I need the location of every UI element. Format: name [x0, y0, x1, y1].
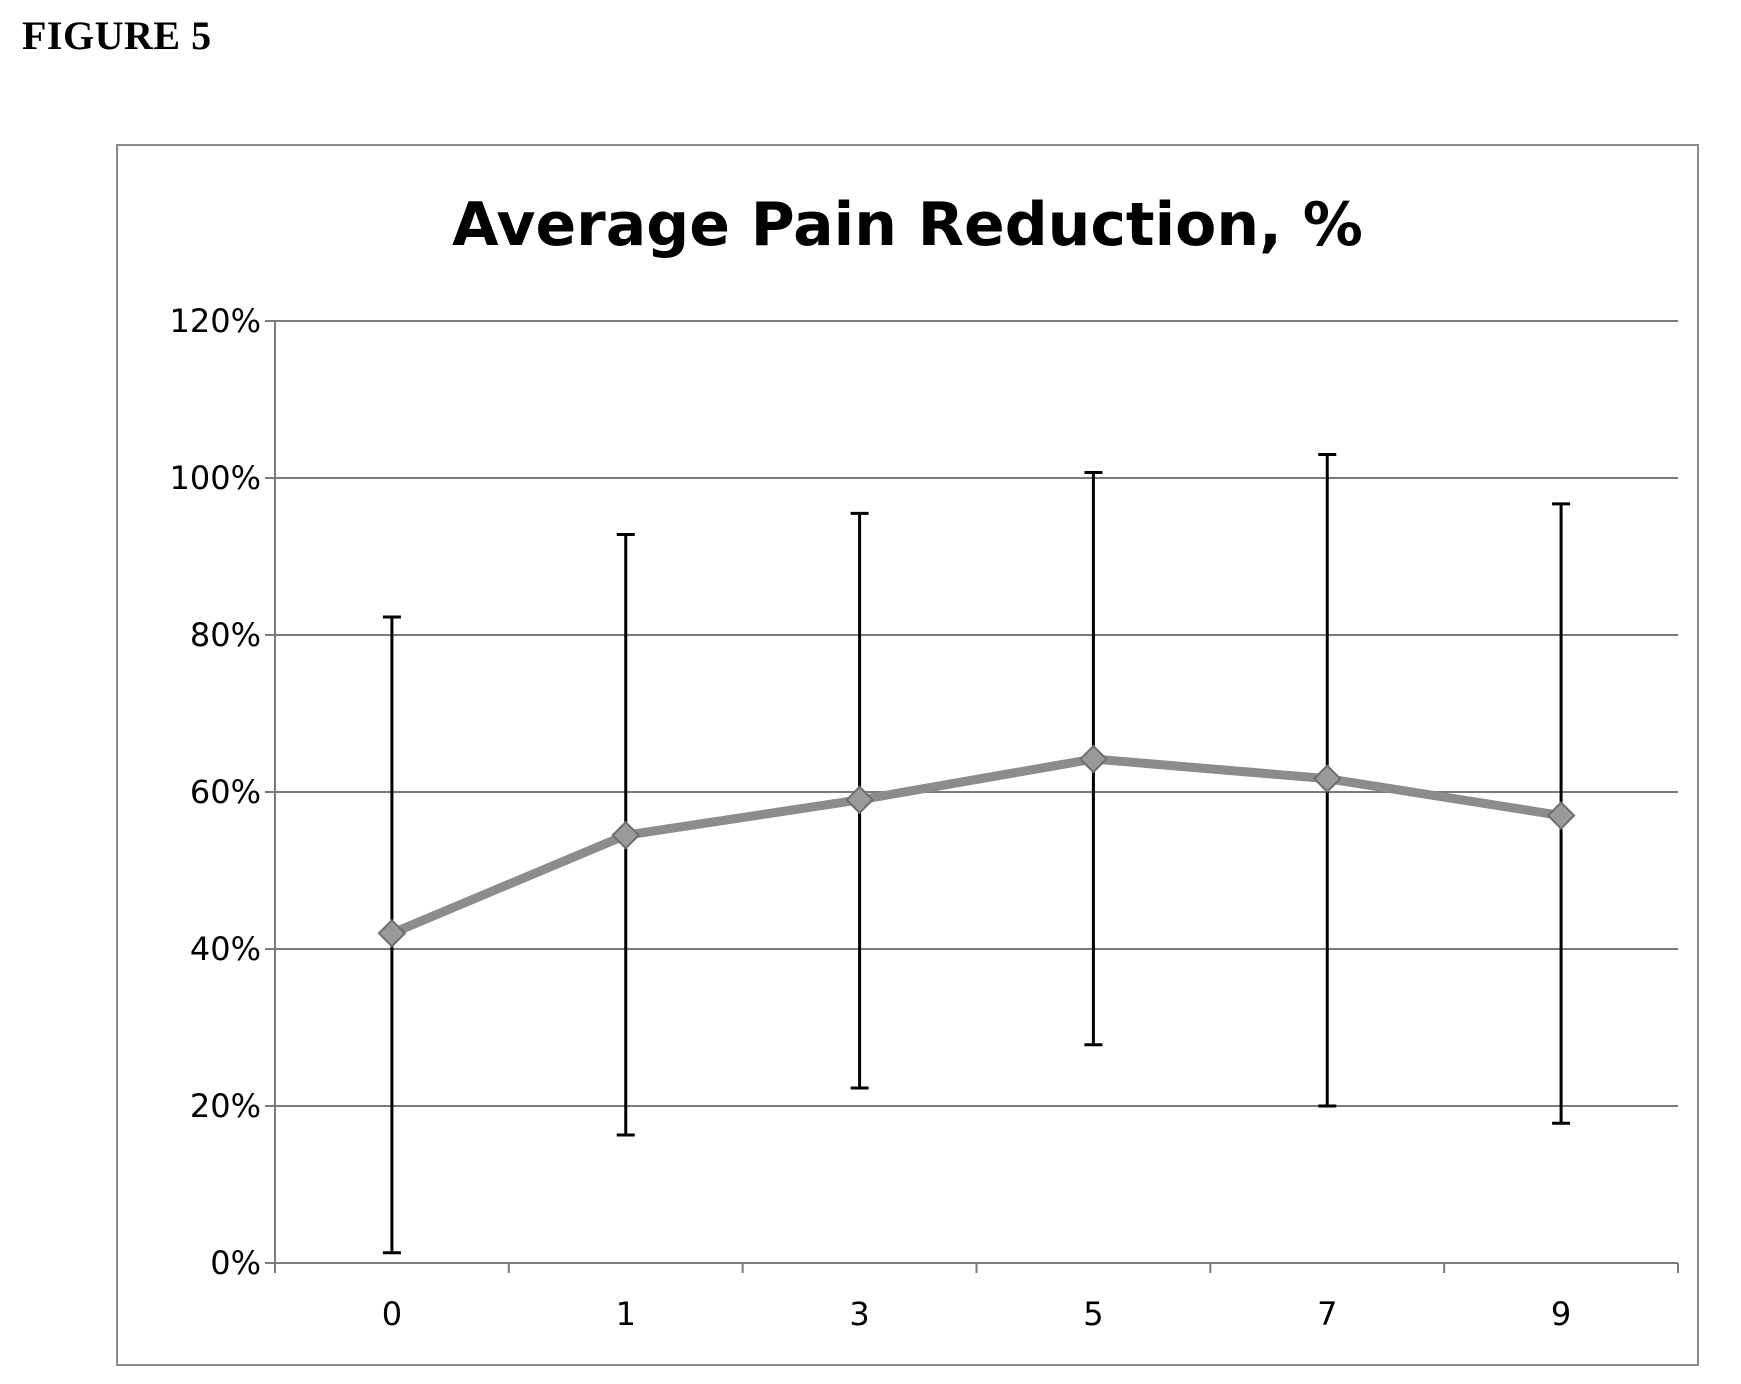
- x-tick-label: 5: [1083, 1295, 1103, 1333]
- y-tick-label: 40%: [190, 930, 261, 968]
- data-point-marker: [845, 785, 874, 815]
- figure-label: FIGURE 5: [22, 13, 212, 58]
- y-tick-label: 0%: [210, 1244, 261, 1282]
- data-point-marker: [1079, 744, 1108, 774]
- chart-frame: Average Pain Reduction, %: [116, 144, 1699, 1366]
- y-tick-label: 80%: [190, 616, 261, 654]
- chart-title: Average Pain Reduction, %: [452, 190, 1363, 260]
- y-tick-label: 120%: [170, 302, 261, 340]
- x-tick-label: 3: [849, 1295, 869, 1333]
- y-tick-label: 100%: [170, 459, 261, 497]
- x-tick-label: 7: [1317, 1295, 1337, 1333]
- x-tick-label: 1: [616, 1295, 636, 1333]
- x-tick-label: 0: [382, 1295, 402, 1333]
- data-point-marker: [1546, 801, 1576, 830]
- data-point-marker: [377, 918, 407, 948]
- data-point-marker: [1312, 764, 1342, 794]
- series-line: [390, 754, 1562, 938]
- x-tick-label: 9: [1551, 1295, 1571, 1333]
- y-tick-label: 20%: [190, 1087, 261, 1125]
- y-tick-label: 60%: [190, 773, 261, 811]
- data-point-marker: [611, 820, 641, 850]
